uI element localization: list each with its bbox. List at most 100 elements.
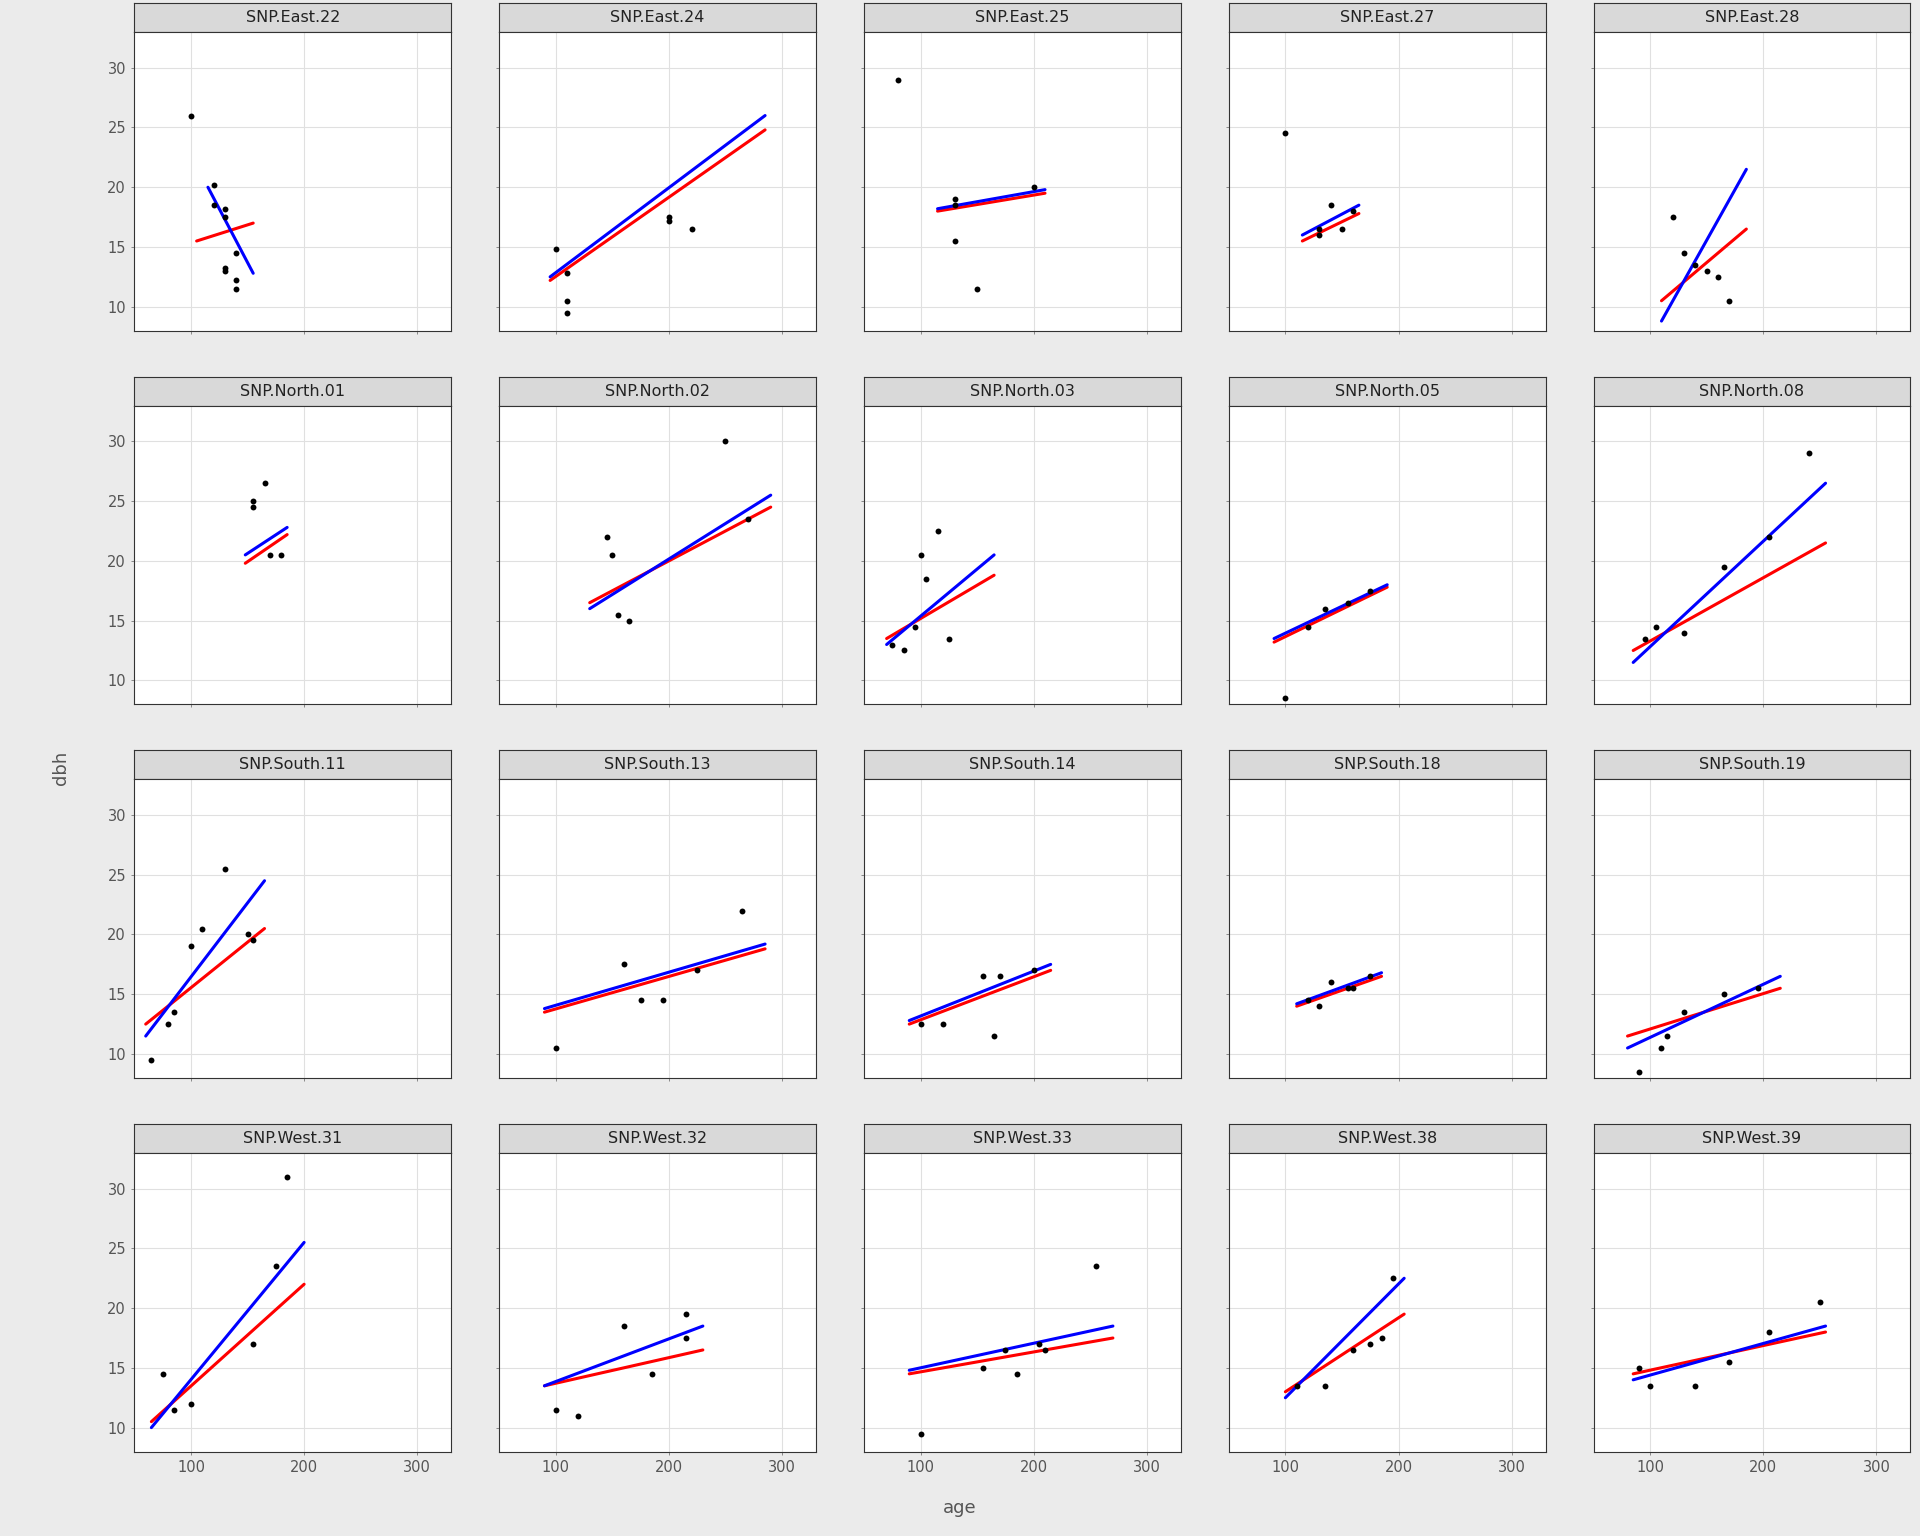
Point (186, 917, 217, 942)
Point (209, 857, 240, 882)
Text: SNP.East.22: SNP.East.22 (246, 11, 340, 25)
Point (1029, 1338, 1060, 1362)
Point (1081, 1253, 1112, 1278)
Point (962, 276, 993, 301)
Point (1645, 1035, 1676, 1060)
Point (1018, 958, 1048, 983)
Point (933, 627, 964, 651)
Point (136, 1048, 167, 1072)
Point (540, 1398, 570, 1422)
Point (647, 988, 678, 1012)
Point (904, 1421, 935, 1445)
Point (1327, 217, 1357, 241)
Point (1304, 994, 1334, 1018)
Point (267, 542, 298, 567)
Point (877, 633, 908, 657)
Point (1624, 1060, 1655, 1084)
Text: SNP.South.13: SNP.South.13 (605, 757, 710, 773)
Point (1709, 982, 1740, 1006)
Point (1338, 1338, 1369, 1362)
Point (1630, 627, 1661, 651)
Point (232, 922, 263, 946)
Point (221, 276, 252, 301)
Point (1304, 223, 1334, 247)
Point (1709, 554, 1740, 579)
Point (1715, 1350, 1745, 1375)
Text: SNP.West.31: SNP.West.31 (244, 1130, 342, 1146)
Point (1793, 441, 1824, 465)
Text: SNP.West.38: SNP.West.38 (1338, 1130, 1436, 1146)
Point (1018, 175, 1048, 200)
Point (591, 525, 622, 550)
Point (255, 542, 286, 567)
Point (1332, 975, 1363, 1000)
Text: SNP.North.03: SNP.North.03 (970, 384, 1075, 399)
Point (175, 103, 205, 127)
Point (1703, 264, 1734, 289)
Point (1753, 525, 1784, 550)
Point (979, 1025, 1010, 1049)
Point (1338, 198, 1369, 223)
Text: SNP.West.32: SNP.West.32 (609, 1130, 707, 1146)
Point (273, 1164, 303, 1189)
Text: SNP.East.27: SNP.East.27 (1340, 11, 1434, 25)
Point (209, 197, 240, 221)
Text: SNP.South.19: SNP.South.19 (1699, 757, 1805, 773)
Point (889, 637, 920, 662)
Point (1668, 621, 1699, 645)
Point (551, 261, 582, 286)
Point (968, 1356, 998, 1381)
Point (1634, 1373, 1665, 1398)
Text: dbh: dbh (52, 751, 71, 785)
Point (1309, 1373, 1340, 1398)
Point (968, 965, 998, 989)
Point (609, 1313, 639, 1338)
Point (175, 934, 205, 958)
Point (209, 257, 240, 281)
Point (1315, 194, 1346, 218)
Point (1753, 1319, 1784, 1344)
Point (198, 194, 228, 218)
Point (991, 1338, 1021, 1362)
Text: SNP.East.25: SNP.East.25 (975, 11, 1069, 25)
Point (250, 472, 280, 496)
Text: SNP.West.39: SNP.West.39 (1703, 1130, 1801, 1146)
Point (1269, 121, 1300, 146)
Point (198, 172, 228, 197)
Point (904, 542, 935, 567)
Point (238, 495, 269, 519)
Point (1715, 289, 1745, 313)
Point (939, 229, 970, 253)
Point (670, 1326, 701, 1350)
Point (175, 1392, 205, 1416)
Text: SNP.South.14: SNP.South.14 (970, 757, 1075, 773)
Point (1640, 614, 1670, 639)
Text: SNP.West.33: SNP.West.33 (973, 1130, 1071, 1146)
Text: SNP.East.24: SNP.East.24 (611, 11, 705, 25)
Point (238, 488, 269, 513)
Point (603, 602, 634, 627)
Point (1332, 590, 1363, 614)
Point (910, 567, 941, 591)
Point (710, 429, 741, 453)
Point (1292, 614, 1323, 639)
Point (597, 542, 628, 567)
Point (939, 194, 970, 218)
Point (927, 1012, 958, 1037)
Text: SNP.South.11: SNP.South.11 (240, 757, 346, 773)
Point (904, 1012, 935, 1037)
Point (1668, 1000, 1699, 1025)
Point (154, 1012, 184, 1037)
Point (540, 237, 570, 261)
Text: SNP.South.18: SNP.South.18 (1334, 757, 1440, 773)
Point (159, 1000, 190, 1025)
Point (238, 928, 269, 952)
Point (1657, 204, 1688, 229)
Point (1367, 1326, 1398, 1350)
Text: SNP.East.28: SNP.East.28 (1705, 11, 1799, 25)
Point (1292, 988, 1323, 1012)
Point (1315, 971, 1346, 995)
Point (261, 1253, 292, 1278)
Point (148, 1361, 179, 1385)
Point (670, 1303, 701, 1327)
